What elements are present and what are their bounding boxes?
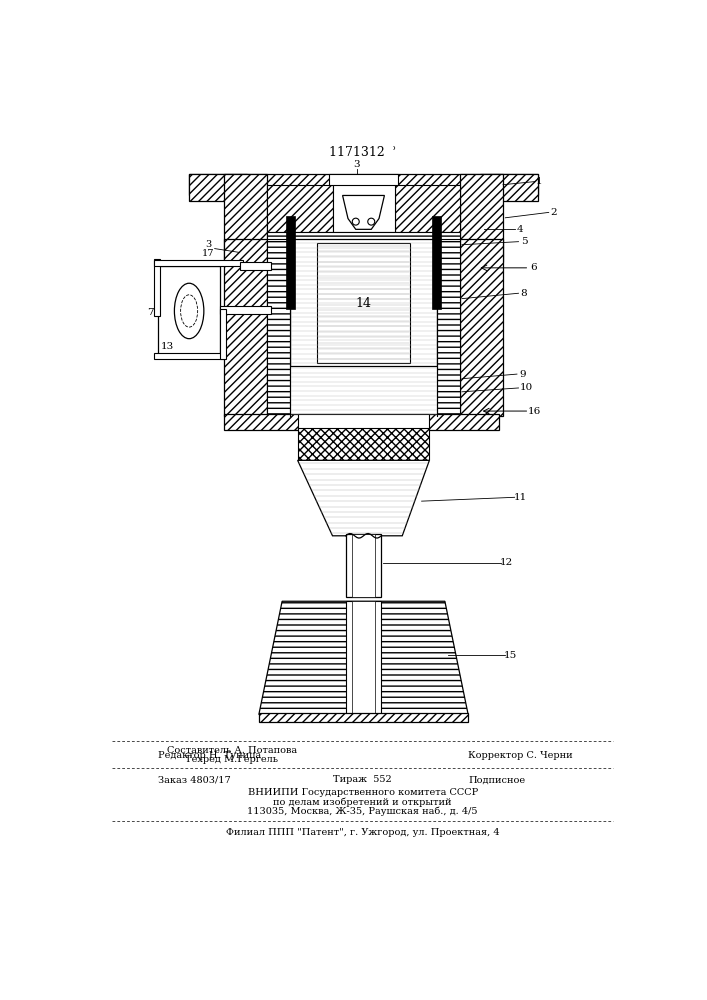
Bar	[154, 260, 243, 266]
Bar	[290, 239, 437, 366]
Text: 1171312  ʾ: 1171312 ʾ	[329, 146, 397, 159]
Text: Заказ 4803/17: Заказ 4803/17	[158, 775, 231, 784]
Bar	[437, 232, 460, 320]
Bar	[332, 185, 395, 232]
Text: 17: 17	[202, 249, 215, 258]
Bar	[220, 309, 226, 359]
Bar	[224, 239, 267, 416]
Text: Корректор С. Черни: Корректор С. Черни	[468, 751, 573, 760]
Text: 4: 4	[517, 225, 523, 234]
Text: 12: 12	[501, 558, 513, 567]
Text: 7: 7	[147, 308, 153, 317]
Bar	[460, 239, 503, 416]
Ellipse shape	[180, 295, 198, 327]
Text: 3: 3	[354, 160, 360, 169]
Text: 3: 3	[205, 240, 211, 249]
Bar	[154, 259, 160, 316]
Bar	[352, 601, 375, 714]
Text: Подписное: Подписное	[468, 775, 525, 784]
Text: 6: 6	[531, 263, 537, 272]
Polygon shape	[259, 601, 468, 714]
Text: Редактор Н. Тупица: Редактор Н. Тупица	[158, 751, 262, 760]
Text: Филиал ППП "Патент", г. Ужгород, ул. Проектная, 4: Филиал ППП "Патент", г. Ужгород, ул. Про…	[226, 828, 500, 837]
Bar	[189, 174, 538, 195]
Text: 2: 2	[550, 208, 556, 217]
Bar	[298, 414, 429, 430]
Text: 1: 1	[536, 177, 543, 186]
Bar	[317, 243, 410, 363]
Text: Тираж  552: Тираж 552	[333, 775, 392, 784]
Bar	[267, 185, 332, 232]
Text: 8: 8	[520, 289, 527, 298]
Bar	[240, 262, 271, 270]
Bar	[158, 266, 220, 355]
Text: 10: 10	[520, 383, 533, 392]
Bar	[286, 216, 296, 309]
Text: 16: 16	[527, 407, 541, 416]
Bar	[224, 174, 267, 262]
Text: Составитель А. Потапова: Составитель А. Потапова	[167, 746, 297, 755]
Text: 113035, Москва, Ж-35, Раушская наб., д. 4/5: 113035, Москва, Ж-35, Раушская наб., д. …	[247, 807, 478, 816]
Text: 13: 13	[160, 342, 174, 351]
Polygon shape	[343, 195, 385, 229]
Text: по делам изобретений и открытий: по делам изобретений и открытий	[274, 797, 452, 807]
Text: 15: 15	[504, 651, 518, 660]
Bar	[290, 232, 437, 243]
Bar	[352, 534, 375, 597]
Bar	[267, 232, 290, 320]
Bar	[298, 428, 429, 460]
Bar	[432, 216, 441, 309]
Text: Техред М.Гергель: Техред М.Гергель	[185, 755, 279, 764]
Bar	[346, 534, 381, 597]
Text: 11: 11	[514, 493, 527, 502]
Bar	[346, 601, 381, 714]
Bar	[259, 713, 468, 722]
Text: ВНИИПИ Государственного комитета СССР: ВНИИПИ Государственного комитета СССР	[247, 788, 478, 797]
Text: 5: 5	[520, 237, 527, 246]
Bar	[154, 353, 224, 359]
Polygon shape	[298, 460, 429, 536]
Bar	[480, 174, 538, 201]
Text: 9: 9	[519, 370, 526, 379]
Text: 14: 14	[356, 297, 371, 310]
Bar	[224, 414, 499, 430]
Ellipse shape	[175, 283, 204, 339]
Bar	[189, 174, 247, 201]
Bar	[220, 306, 271, 314]
Bar	[329, 174, 398, 195]
Bar	[460, 174, 503, 262]
Bar	[267, 239, 290, 416]
Bar	[437, 239, 460, 416]
Bar	[395, 185, 460, 232]
